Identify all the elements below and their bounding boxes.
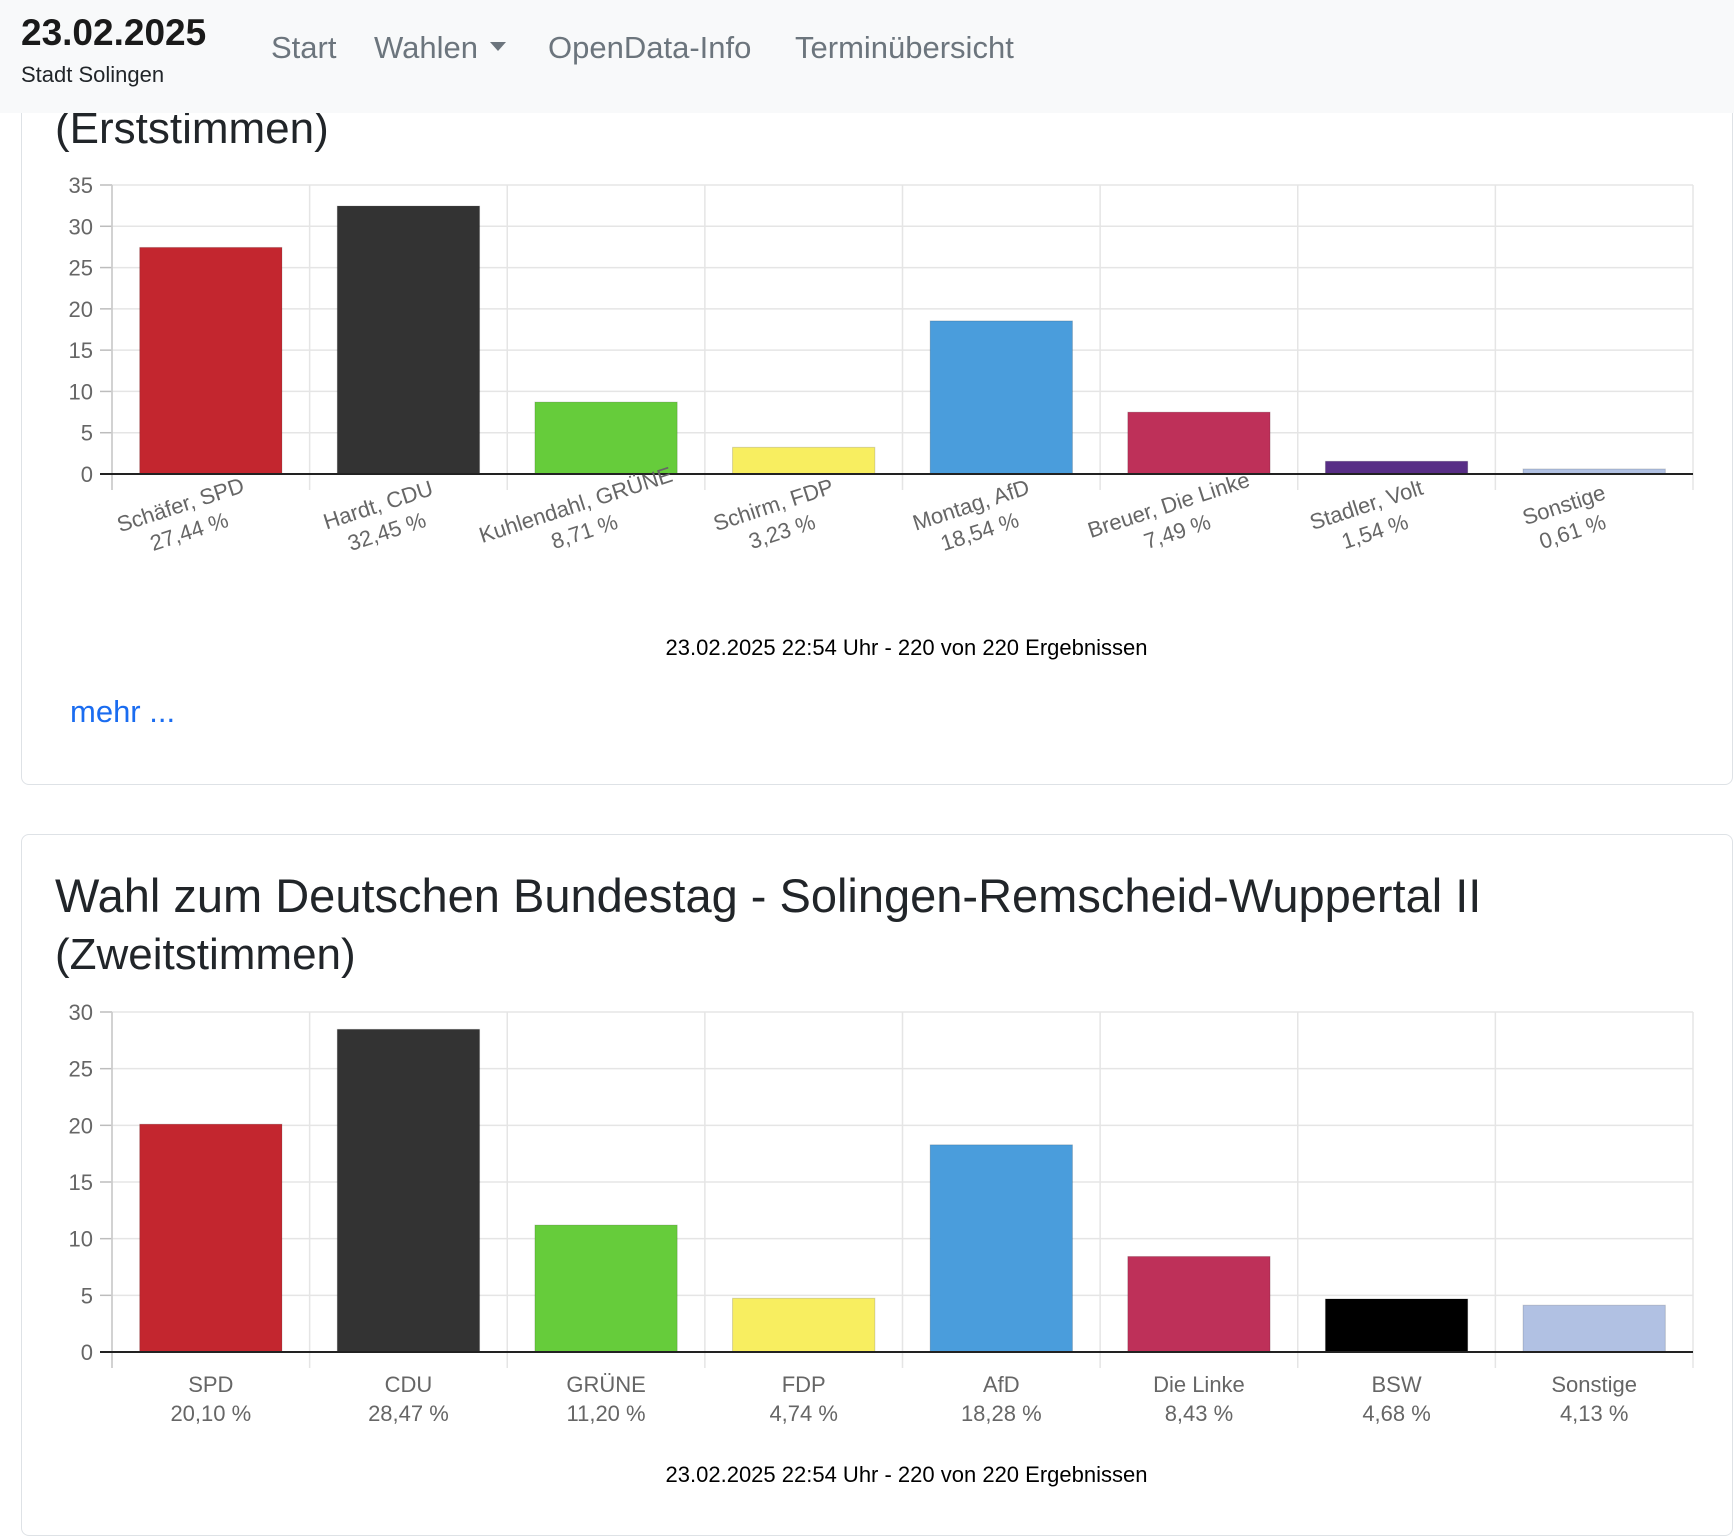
zweitstimmen-chart: 0 5 10 15 20 25 30 SPD 20,10 % CDU 28,47 % GRÜNE 11,… — [69, 1000, 1694, 1487]
bar — [139, 1123, 283, 1353]
y-tick-label: 5 — [81, 1283, 93, 1308]
zweitstimmen-card — [21, 834, 1733, 1536]
bar — [1127, 1255, 1271, 1353]
x-value-label: 11,20 % — [567, 1401, 646, 1426]
top-navbar: 23.02.2025 Stadt Solingen Start Wahlen O… — [0, 0, 1734, 113]
x-category-label: SPD — [188, 1372, 233, 1397]
brand-city[interactable]: Stadt Solingen — [21, 62, 165, 87]
chart-footer: 23.02.2025 22:54 Uhr - 220 von 220 Ergeb… — [666, 635, 1148, 660]
bar — [929, 1144, 1073, 1353]
y-tick-label: 5 — [81, 421, 93, 446]
y-tick-label: 20 — [69, 297, 93, 322]
nav-wahlen-dropdown[interactable]: Wahlen — [374, 30, 506, 66]
y-tick-label: 30 — [69, 214, 93, 239]
nav-terminuebersicht[interactable]: Terminübersicht — [795, 30, 1014, 65]
y-tick-label: 25 — [69, 1057, 93, 1082]
nav-wahlen-label: Wahlen — [374, 30, 478, 65]
y-tick-label: 10 — [69, 1227, 93, 1252]
x-category-label: Sonstige — [1551, 1372, 1637, 1397]
bar — [732, 1297, 876, 1353]
zweitstimmen-heading-line1: Wahl zum Deutschen Bundestag - Solingen-… — [55, 869, 1482, 922]
x-value-label: 8,43 % — [1165, 1401, 1234, 1426]
x-category-label: BSW — [1372, 1372, 1422, 1397]
bar — [929, 320, 1073, 475]
bar — [534, 1224, 678, 1353]
x-value-label: 18,28 % — [961, 1401, 1042, 1426]
chart-footer: 23.02.2025 22:54 Uhr - 220 von 220 Ergeb… — [666, 1462, 1148, 1487]
nav-start[interactable]: Start — [271, 30, 337, 65]
y-tick-label: 15 — [69, 338, 93, 363]
bar — [1324, 460, 1469, 475]
y-tick-label: 0 — [81, 1340, 93, 1365]
bar — [336, 1028, 481, 1353]
more-link[interactable]: mehr ... — [70, 694, 176, 729]
bar — [1127, 411, 1271, 475]
y-tick-label: 10 — [69, 379, 93, 404]
x-category-label: CDU — [385, 1372, 433, 1397]
y-tick-label: 30 — [69, 1000, 93, 1025]
x-value-label: 28,47 % — [368, 1401, 449, 1426]
x-value-label: 20,10 % — [170, 1401, 251, 1426]
x-category-label: GRÜNE — [566, 1372, 645, 1397]
bar — [336, 205, 481, 475]
bar — [1324, 1298, 1469, 1353]
brand-date[interactable]: 23.02.2025 — [21, 12, 207, 53]
x-value-label: 4,74 % — [769, 1401, 838, 1426]
bar — [1522, 1304, 1666, 1353]
x-category-label: AfD — [983, 1372, 1020, 1397]
bar — [534, 401, 678, 475]
y-tick-label: 35 — [69, 173, 93, 198]
nav-opendata-info[interactable]: OpenData-Info — [548, 30, 752, 65]
y-tick-label: 25 — [69, 256, 93, 281]
erststimmen-card — [21, 40, 1733, 785]
bar — [139, 246, 283, 475]
zweitstimmen-heading-line2: (Zweitstimmen) — [55, 930, 356, 979]
chevron-down-icon — [489, 42, 506, 52]
y-tick-label: 0 — [81, 462, 93, 487]
y-tick-label: 15 — [69, 1170, 93, 1195]
x-value-label: 4,13 % — [1560, 1401, 1629, 1426]
x-category-label: FDP — [782, 1372, 826, 1397]
x-value-label: 4,68 % — [1362, 1401, 1431, 1426]
bar — [732, 446, 876, 475]
y-tick-label: 20 — [69, 1113, 93, 1138]
x-category-label: Die Linke — [1153, 1372, 1245, 1397]
